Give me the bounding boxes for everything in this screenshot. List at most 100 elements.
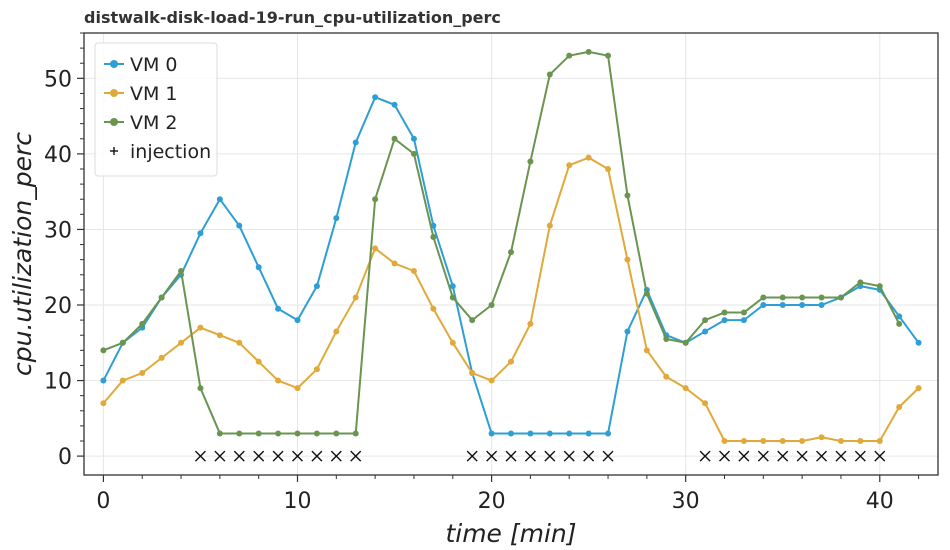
injection-marker (505, 450, 517, 462)
data-point (740, 317, 747, 324)
chart-title: distwalk-disk-load-19-run_cpu-utilizatio… (84, 8, 501, 27)
injection-marker (194, 450, 206, 462)
data-point (488, 377, 495, 384)
injection-marker (292, 450, 303, 462)
data-point (449, 294, 456, 301)
data-point (294, 385, 301, 392)
data-point (721, 438, 728, 444)
data-point (216, 196, 223, 203)
data-point (643, 347, 650, 354)
data-point (372, 245, 379, 252)
data-point (178, 268, 185, 274)
data-point (896, 313, 903, 320)
data-point (760, 438, 767, 444)
injection-marker (272, 450, 284, 462)
series-line (102, 96, 920, 435)
data-point (449, 339, 456, 346)
legend-label: VM 2 (130, 112, 178, 134)
data-point (178, 339, 185, 346)
y-axis-label: cpu.utilization_perc (8, 132, 37, 376)
legend-box (94, 42, 218, 177)
data-point (721, 309, 728, 316)
data-point (546, 430, 553, 437)
injection-markers (194, 450, 886, 462)
data-point (566, 52, 573, 59)
injection-marker (563, 450, 575, 462)
series-vm-1 (100, 154, 922, 444)
injection-marker (777, 450, 789, 462)
data-point (119, 339, 126, 346)
data-point (857, 279, 864, 286)
data-point (721, 317, 728, 324)
data-point (469, 317, 476, 324)
data-point (391, 135, 398, 142)
y-tick-label: 10 (44, 370, 72, 395)
data-point (566, 430, 573, 437)
data-point (469, 370, 476, 376)
legend-entry-vm-2: VM 2 (104, 112, 178, 134)
data-point (333, 215, 340, 222)
data-point (740, 438, 747, 444)
data-point (391, 260, 398, 267)
data-point (585, 154, 592, 161)
injection-marker (583, 450, 595, 462)
data-point (527, 320, 534, 327)
injection-marker (544, 450, 556, 462)
data-point (313, 366, 320, 373)
y-tick-label: 50 (44, 67, 72, 92)
data-point (430, 305, 437, 312)
data-point (876, 283, 883, 290)
data-point (702, 317, 709, 324)
data-point (333, 328, 340, 335)
data-point (508, 430, 514, 437)
data-point (275, 430, 282, 437)
data-point (799, 294, 806, 301)
legend: VM 0 VM 1 VM 2 injection (94, 42, 218, 177)
injection-marker (233, 450, 245, 462)
data-point (255, 264, 262, 271)
data-point (818, 302, 825, 308)
injection-marker (524, 450, 536, 462)
data-point (275, 377, 282, 384)
injection-marker (214, 450, 226, 462)
data-point (508, 249, 514, 256)
data-point (313, 283, 320, 290)
data-point (682, 385, 689, 392)
data-point (410, 268, 417, 274)
data-point (857, 438, 864, 444)
data-point (663, 336, 670, 342)
data-point (605, 430, 612, 437)
y-tick-label: 30 (44, 218, 72, 243)
y-tick-label: 0 (58, 445, 72, 470)
data-point (488, 430, 495, 437)
series-lines (100, 48, 922, 444)
data-point (818, 434, 825, 441)
data-point (275, 305, 282, 312)
data-point (779, 294, 786, 301)
data-point (566, 162, 573, 169)
data-point (527, 158, 534, 165)
data-point (624, 328, 631, 335)
data-point (197, 324, 204, 331)
data-point (799, 302, 806, 308)
data-point (158, 354, 165, 361)
data-point (391, 101, 398, 108)
data-point (488, 302, 495, 308)
y-tick-label: 20 (44, 294, 72, 319)
data-point (702, 328, 709, 335)
x-tick-label: 10 (284, 489, 312, 514)
data-point (197, 230, 204, 237)
data-point (100, 347, 107, 354)
data-point (410, 150, 417, 157)
data-point (139, 320, 146, 327)
data-point (527, 430, 534, 437)
injection-marker (330, 450, 342, 462)
data-point (799, 438, 806, 444)
data-point (605, 52, 612, 59)
data-point (294, 317, 301, 324)
injection-marker (835, 450, 847, 462)
series-vm-2 (100, 48, 903, 437)
plot-frame (83, 32, 939, 476)
legend-label: VM 0 (130, 54, 178, 76)
